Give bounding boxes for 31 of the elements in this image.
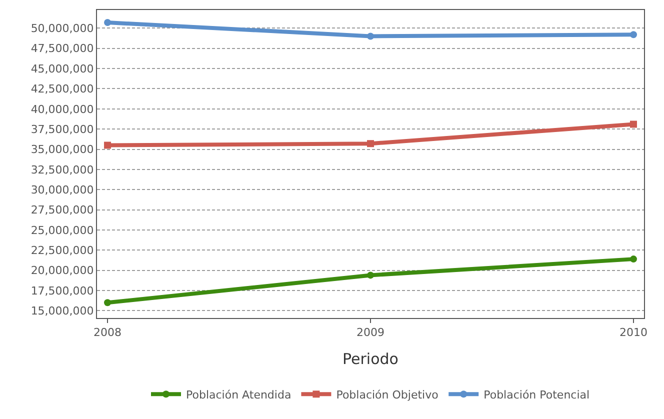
y-tick-label: 47,500,000: [30, 42, 94, 56]
y-tick-label: 32,500,000: [30, 163, 94, 176]
point: [104, 19, 112, 26]
point: [630, 120, 637, 128]
point: [630, 31, 637, 38]
y-tick-label: 35,000,000: [30, 143, 94, 156]
y-tick-label: 30,000,000: [30, 183, 94, 196]
y-tick-label: 50,000,000: [30, 22, 94, 36]
y-tick-label: 22,500,000: [30, 244, 94, 258]
y-tick-label: 20,000,000: [30, 264, 94, 278]
x-tick-label: 2009: [356, 326, 384, 340]
point: [367, 272, 374, 279]
y-tick-label: 40,000,000: [30, 102, 94, 116]
point: [367, 32, 374, 40]
legend-label: Población Atendida: [186, 388, 292, 402]
x-tick-label: 2010: [619, 326, 648, 340]
y-tick-label: 17,500,000: [30, 284, 94, 298]
point: [104, 299, 112, 306]
point: [367, 140, 374, 148]
point: [630, 256, 637, 263]
point: [104, 142, 112, 149]
x-axis-title: Periodo: [342, 350, 398, 368]
y-tick-label: 45,000,000: [30, 62, 94, 76]
y-tick-label: 15,000,000: [30, 304, 94, 318]
x-tick-label: 2008: [94, 326, 122, 340]
y-tick-label: 25,000,000: [30, 224, 94, 237]
y-tick-label: 42,500,000: [30, 82, 94, 96]
y-tick-label: 37,500,000: [30, 122, 94, 136]
y-tick-label: 27,500,000: [30, 204, 94, 217]
legend-label: Población Objetivo: [336, 388, 439, 402]
legend-label: Población Potencial: [484, 388, 590, 402]
